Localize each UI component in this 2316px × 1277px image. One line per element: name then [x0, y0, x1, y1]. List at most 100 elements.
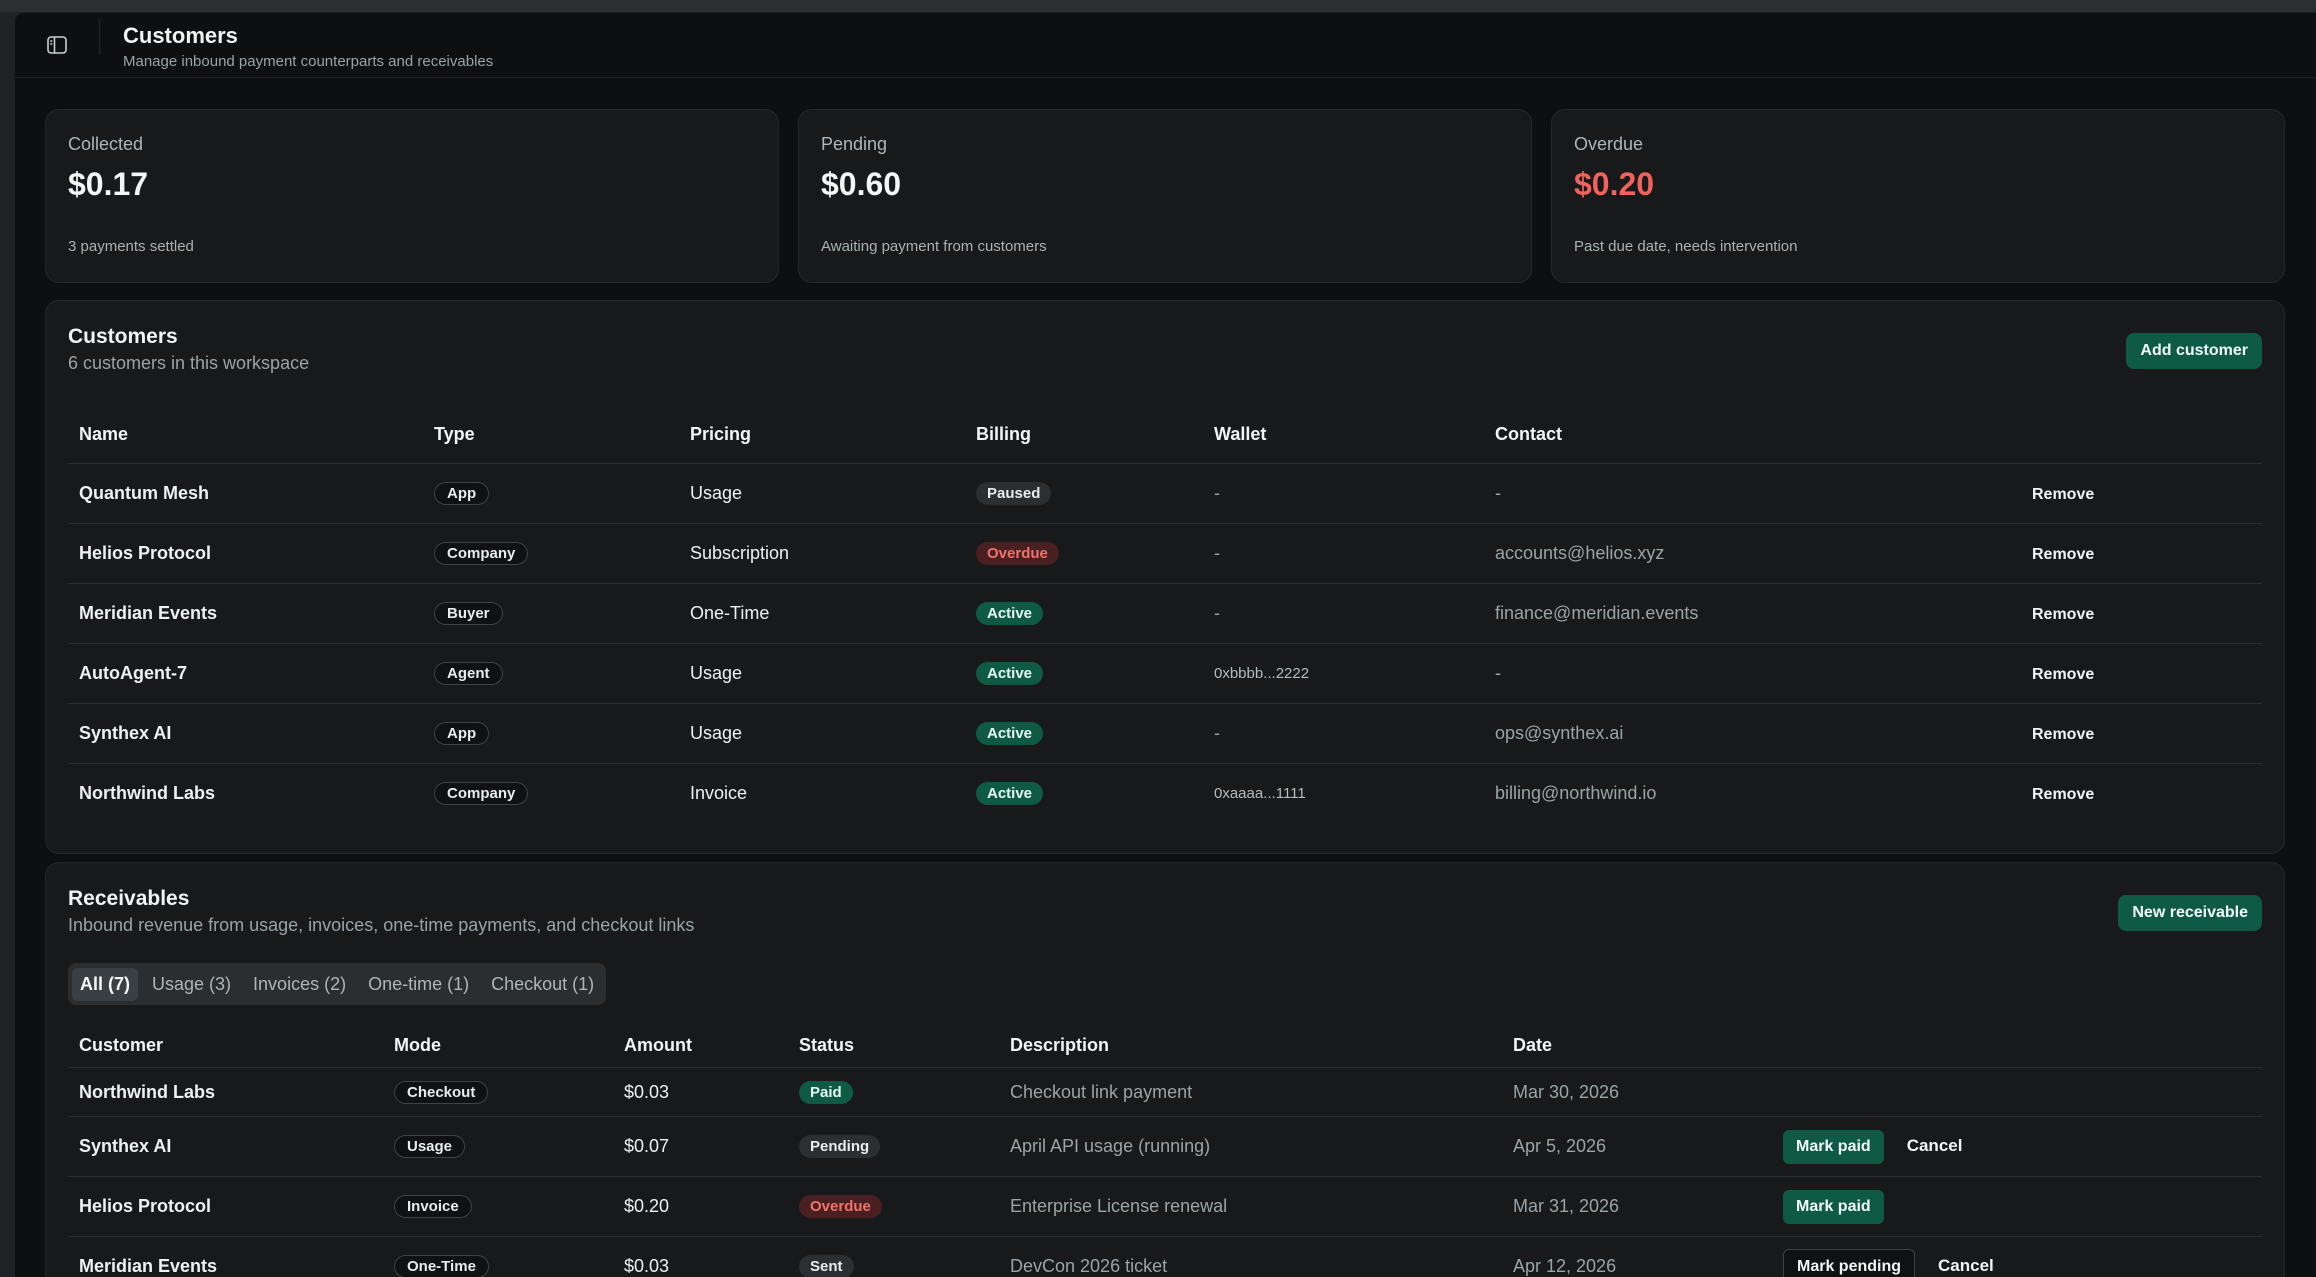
- actions-cell: Mark paid: [1772, 1177, 2262, 1237]
- tab-all[interactable]: All (7): [72, 968, 138, 1001]
- actions-cell: Mark paid Cancel: [1772, 1117, 2262, 1177]
- description-cell: DevCon 2026 ticket: [999, 1237, 1502, 1277]
- customer-name: Northwind Labs: [68, 764, 423, 824]
- table-row: Meridian Events Buyer One-Time Active - …: [68, 584, 2262, 644]
- amount-cell: $0.03: [613, 1237, 788, 1277]
- receivable-customer: Synthex AI: [68, 1117, 383, 1177]
- remove-button[interactable]: Remove: [2032, 606, 2094, 623]
- receivables-title: Receivables: [68, 887, 189, 911]
- contact-cell: billing@northwind.io: [1484, 764, 2021, 824]
- pricing-cell: Subscription: [679, 524, 965, 584]
- date-cell: Apr 12, 2026: [1502, 1237, 1772, 1277]
- stat-label: Collected: [68, 134, 143, 155]
- tab-usage[interactable]: Usage (3): [144, 968, 239, 1001]
- wallet-cell: -: [1203, 524, 1484, 584]
- wallet-cell: 0xbbbb...2222: [1203, 644, 1484, 704]
- status-badge: Overdue: [799, 1195, 882, 1218]
- description-cell: Checkout link payment: [999, 1068, 1502, 1117]
- receivables-filter-tabs: All (7) Usage (3) Invoices (2) One-time …: [68, 963, 606, 1005]
- customer-name: Synthex AI: [68, 704, 423, 764]
- contact-cell: ops@synthex.ai: [1484, 704, 2021, 764]
- sidebar-toggle-button[interactable]: [45, 33, 69, 57]
- description-cell: Enterprise License renewal: [999, 1177, 1502, 1237]
- table-row: Quantum Mesh App Usage Paused - - Remove: [68, 464, 2262, 524]
- billing-badge: Paused: [976, 482, 1051, 505]
- mark-pending-button[interactable]: Mark pending: [1783, 1249, 1915, 1277]
- pricing-cell: Usage: [679, 464, 965, 524]
- tab-invoices[interactable]: Invoices (2): [245, 968, 354, 1001]
- contact-cell: accounts@helios.xyz: [1484, 524, 2021, 584]
- customers-subtitle: 6 customers in this workspace: [68, 353, 309, 374]
- column-header-amount: Amount: [613, 1023, 788, 1068]
- type-chip: App: [434, 722, 489, 745]
- stat-label: Overdue: [1574, 134, 1643, 155]
- stat-note: Awaiting payment from customers: [821, 238, 1047, 255]
- remove-button[interactable]: Remove: [2032, 486, 2094, 503]
- header-divider: [99, 19, 100, 55]
- customer-name: AutoAgent-7: [68, 644, 423, 704]
- table-row: Meridian Events One-Time $0.03 Sent DevC…: [68, 1237, 2262, 1277]
- pricing-cell: Invoice: [679, 764, 965, 824]
- receivables-subtitle: Inbound revenue from usage, invoices, on…: [68, 915, 694, 936]
- add-customer-button[interactable]: Add customer: [2126, 333, 2262, 369]
- date-cell: Mar 30, 2026: [1502, 1068, 1772, 1117]
- status-badge: Pending: [799, 1135, 880, 1158]
- cancel-button[interactable]: Cancel: [1907, 1136, 1963, 1156]
- table-row: Helios Protocol Invoice $0.20 Overdue En…: [68, 1177, 2262, 1237]
- new-receivable-button[interactable]: New receivable: [2118, 895, 2262, 931]
- column-header-contact: Contact: [1484, 405, 2021, 464]
- customer-name: Helios Protocol: [68, 524, 423, 584]
- column-header-wallet: Wallet: [1203, 405, 1484, 464]
- cancel-button[interactable]: Cancel: [1938, 1256, 1994, 1276]
- receivables-card: Receivables Inbound revenue from usage, …: [45, 862, 2285, 1277]
- table-row: Northwind Labs Company Invoice Active 0x…: [68, 764, 2262, 824]
- remove-button[interactable]: Remove: [2032, 726, 2094, 743]
- contact-cell: -: [1484, 464, 2021, 524]
- pricing-cell: Usage: [679, 704, 965, 764]
- billing-badge: Active: [976, 782, 1043, 805]
- remove-button[interactable]: Remove: [2032, 786, 2094, 803]
- receivable-customer: Meridian Events: [68, 1237, 383, 1277]
- customer-name: Quantum Mesh: [68, 464, 423, 524]
- column-header-type: Type: [423, 405, 679, 464]
- column-header-status: Status: [788, 1023, 999, 1068]
- stat-card-pending: Pending $0.60 Awaiting payment from cust…: [798, 109, 1532, 283]
- type-chip: Company: [434, 782, 528, 805]
- wallet-cell: -: [1203, 704, 1484, 764]
- column-header-mode: Mode: [383, 1023, 613, 1068]
- tab-one-time[interactable]: One-time (1): [360, 968, 477, 1001]
- amount-cell: $0.03: [613, 1068, 788, 1117]
- wallet-cell: 0xaaaa...1111: [1203, 764, 1484, 824]
- column-header-name: Name: [68, 405, 423, 464]
- remove-button[interactable]: Remove: [2032, 546, 2094, 563]
- type-chip: Buyer: [434, 602, 503, 625]
- sidebar-toggle-icon: [47, 36, 67, 54]
- page-subtitle: Manage inbound payment counterparts and …: [123, 53, 493, 70]
- column-header-pricing: Pricing: [679, 405, 965, 464]
- column-header-actions: [1772, 1023, 2262, 1068]
- customer-name: Meridian Events: [68, 584, 423, 644]
- amount-cell: $0.07: [613, 1117, 788, 1177]
- tab-checkout[interactable]: Checkout (1): [483, 968, 602, 1001]
- mode-chip: Usage: [394, 1135, 465, 1158]
- mark-paid-button[interactable]: Mark paid: [1783, 1190, 1884, 1224]
- wallet-cell: -: [1203, 464, 1484, 524]
- mode-chip: One-Time: [394, 1255, 489, 1277]
- actions-cell: Mark pending Cancel: [1772, 1237, 2262, 1277]
- billing-badge: Active: [976, 662, 1043, 685]
- billing-badge: Active: [976, 602, 1043, 625]
- column-header-billing: Billing: [965, 405, 1203, 464]
- description-cell: April API usage (running): [999, 1117, 1502, 1177]
- stat-note: Past due date, needs intervention: [1574, 238, 1798, 255]
- customers-card: Customers 6 customers in this workspace …: [45, 300, 2285, 854]
- table-row: Northwind Labs Checkout $0.03 Paid Check…: [68, 1068, 2262, 1117]
- app-frame: Customers Manage inbound payment counter…: [14, 12, 2316, 1277]
- mark-paid-button[interactable]: Mark paid: [1783, 1130, 1884, 1164]
- pricing-cell: Usage: [679, 644, 965, 704]
- column-header-customer: Customer: [68, 1023, 383, 1068]
- stat-value: $0.60: [821, 166, 901, 203]
- remove-button[interactable]: Remove: [2032, 666, 2094, 683]
- billing-badge: Active: [976, 722, 1043, 745]
- table-row: Synthex AI App Usage Active - ops@synthe…: [68, 704, 2262, 764]
- actions-cell: [1772, 1068, 2262, 1117]
